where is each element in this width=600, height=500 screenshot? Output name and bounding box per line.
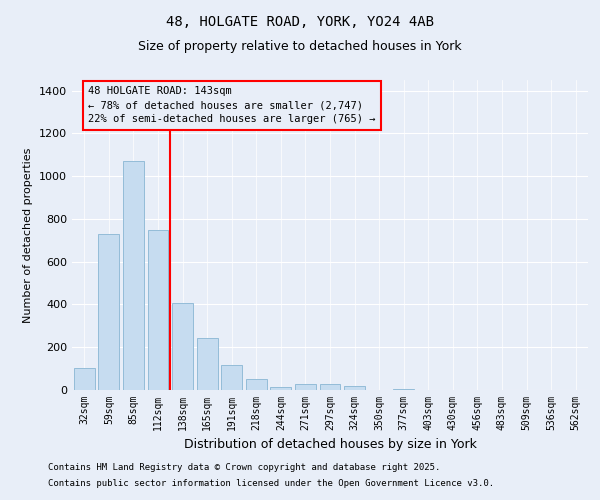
Text: Contains HM Land Registry data © Crown copyright and database right 2025.: Contains HM Land Registry data © Crown c… [48, 464, 440, 472]
Bar [221, 366, 242, 390]
Bar [271, 387, 292, 390]
Y-axis label: Number of detached properties: Number of detached properties [23, 148, 34, 322]
X-axis label: Distribution of detached houses by size in York: Distribution of detached houses by size … [184, 438, 476, 452]
Bar [123, 161, 144, 390]
Bar [320, 384, 340, 390]
Bar [344, 386, 365, 390]
Text: 48, HOLGATE ROAD, YORK, YO24 4AB: 48, HOLGATE ROAD, YORK, YO24 4AB [166, 15, 434, 29]
Bar [197, 338, 218, 390]
Bar [148, 230, 169, 390]
Bar [393, 389, 414, 390]
Text: Contains public sector information licensed under the Open Government Licence v3: Contains public sector information licen… [48, 478, 494, 488]
Bar [98, 234, 119, 390]
Text: 48 HOLGATE ROAD: 143sqm
← 78% of detached houses are smaller (2,747)
22% of semi: 48 HOLGATE ROAD: 143sqm ← 78% of detache… [88, 86, 376, 124]
Bar [172, 304, 193, 390]
Bar [295, 384, 316, 390]
Text: Size of property relative to detached houses in York: Size of property relative to detached ho… [138, 40, 462, 53]
Bar [246, 379, 267, 390]
Bar [74, 368, 95, 390]
